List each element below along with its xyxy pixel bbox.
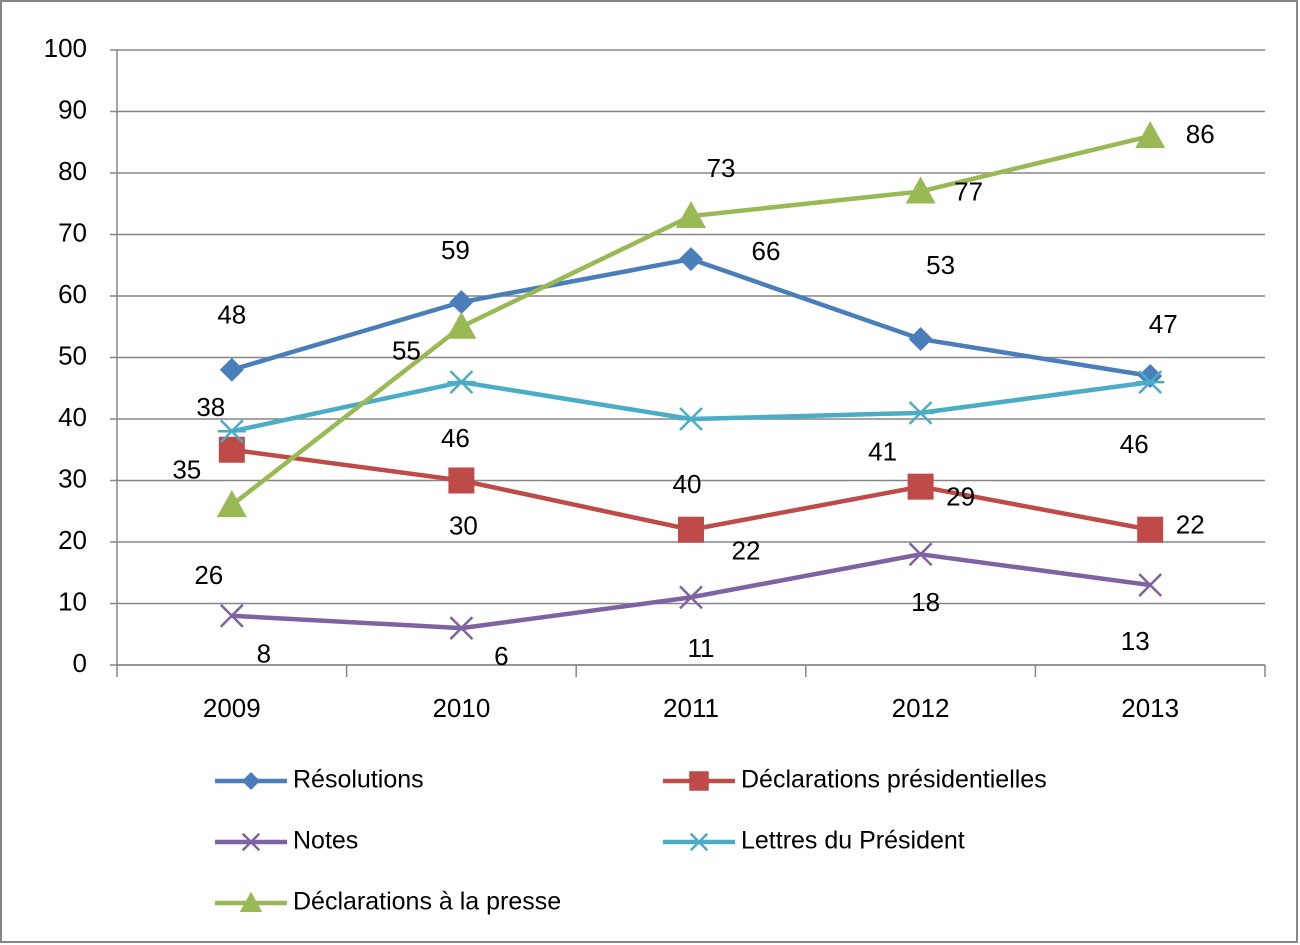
marker <box>908 542 933 567</box>
marker <box>679 247 703 272</box>
x-tick-label: 2012 <box>892 693 950 723</box>
y-tick-label: 60 <box>58 279 87 309</box>
marker <box>1135 121 1166 149</box>
data-label: 6 <box>494 641 508 671</box>
marker <box>217 419 246 444</box>
marker <box>906 400 935 425</box>
y-tick-label: 80 <box>58 156 87 186</box>
legend-label: Notes <box>293 827 358 855</box>
data-label: 8 <box>257 639 271 669</box>
y-tick-label: 10 <box>58 586 87 616</box>
legend-label: Résolutions <box>293 766 424 794</box>
marker <box>219 357 244 382</box>
x-tick-label: 2010 <box>432 693 490 723</box>
data-label: 48 <box>217 300 246 330</box>
data-label: 30 <box>449 510 478 540</box>
marker <box>242 772 260 790</box>
data-label: 53 <box>926 250 955 280</box>
marker <box>908 327 933 352</box>
marker <box>449 290 474 315</box>
data-label: 26 <box>194 560 223 590</box>
data-label: 41 <box>868 437 897 467</box>
y-tick-label: 0 <box>73 648 87 678</box>
series <box>219 542 1163 640</box>
data-label: 18 <box>911 587 940 617</box>
marker <box>239 891 263 912</box>
legend-label: Déclarations à la presse <box>293 888 561 916</box>
data-label: 59 <box>441 235 470 265</box>
marker <box>677 407 705 431</box>
marker <box>1138 573 1163 597</box>
data-label: 66 <box>752 236 781 266</box>
y-tick-label: 100 <box>44 33 87 63</box>
data-label: 29 <box>946 482 975 512</box>
x-tick-label: 2009 <box>203 693 261 723</box>
marker <box>216 490 247 518</box>
series <box>216 121 1166 518</box>
marker <box>905 176 936 204</box>
marker <box>688 832 710 852</box>
y-tick-label: 40 <box>58 402 87 432</box>
data-label: 86 <box>1186 119 1215 149</box>
legend: Résolutions Déclarations présidentielles N… <box>215 766 1047 916</box>
marker <box>676 201 706 229</box>
data-label: 40 <box>673 469 702 499</box>
marker <box>447 370 476 394</box>
data-label: 73 <box>707 153 736 183</box>
data-label: 38 <box>196 392 225 422</box>
marker <box>241 832 261 852</box>
y-tick-label: 90 <box>58 94 87 124</box>
y-tick-label: 50 <box>58 340 87 370</box>
marker <box>448 467 475 494</box>
legend-label: Déclarations présidentielles <box>741 766 1047 794</box>
data-label: 47 <box>1149 309 1178 339</box>
series <box>217 370 1165 444</box>
y-tick-label: 70 <box>58 217 87 247</box>
marker <box>1137 516 1164 543</box>
data-label: 77 <box>954 176 983 206</box>
data-label: 11 <box>688 633 715 663</box>
data-label: 46 <box>1120 429 1149 459</box>
data-label: 35 <box>172 455 201 485</box>
marker <box>907 473 934 500</box>
marker <box>679 585 703 610</box>
y-tick-label: 20 <box>58 525 87 555</box>
marker <box>1136 370 1165 394</box>
series <box>219 247 1163 388</box>
data-label: 46 <box>441 423 470 453</box>
marker <box>219 603 244 628</box>
marker <box>678 516 704 543</box>
marker <box>689 771 709 791</box>
data-label: 55 <box>392 336 421 366</box>
marker <box>446 311 477 339</box>
data-label: 22 <box>732 536 761 566</box>
x-tick-label: 2011 <box>663 693 719 723</box>
data-label: 22 <box>1176 510 1205 540</box>
marker <box>449 616 474 640</box>
x-tick-label: 2013 <box>1121 693 1179 723</box>
y-tick-label: 30 <box>58 463 87 493</box>
data-label: 13 <box>1121 626 1150 656</box>
legend-label: Lettres du Président <box>741 827 965 855</box>
